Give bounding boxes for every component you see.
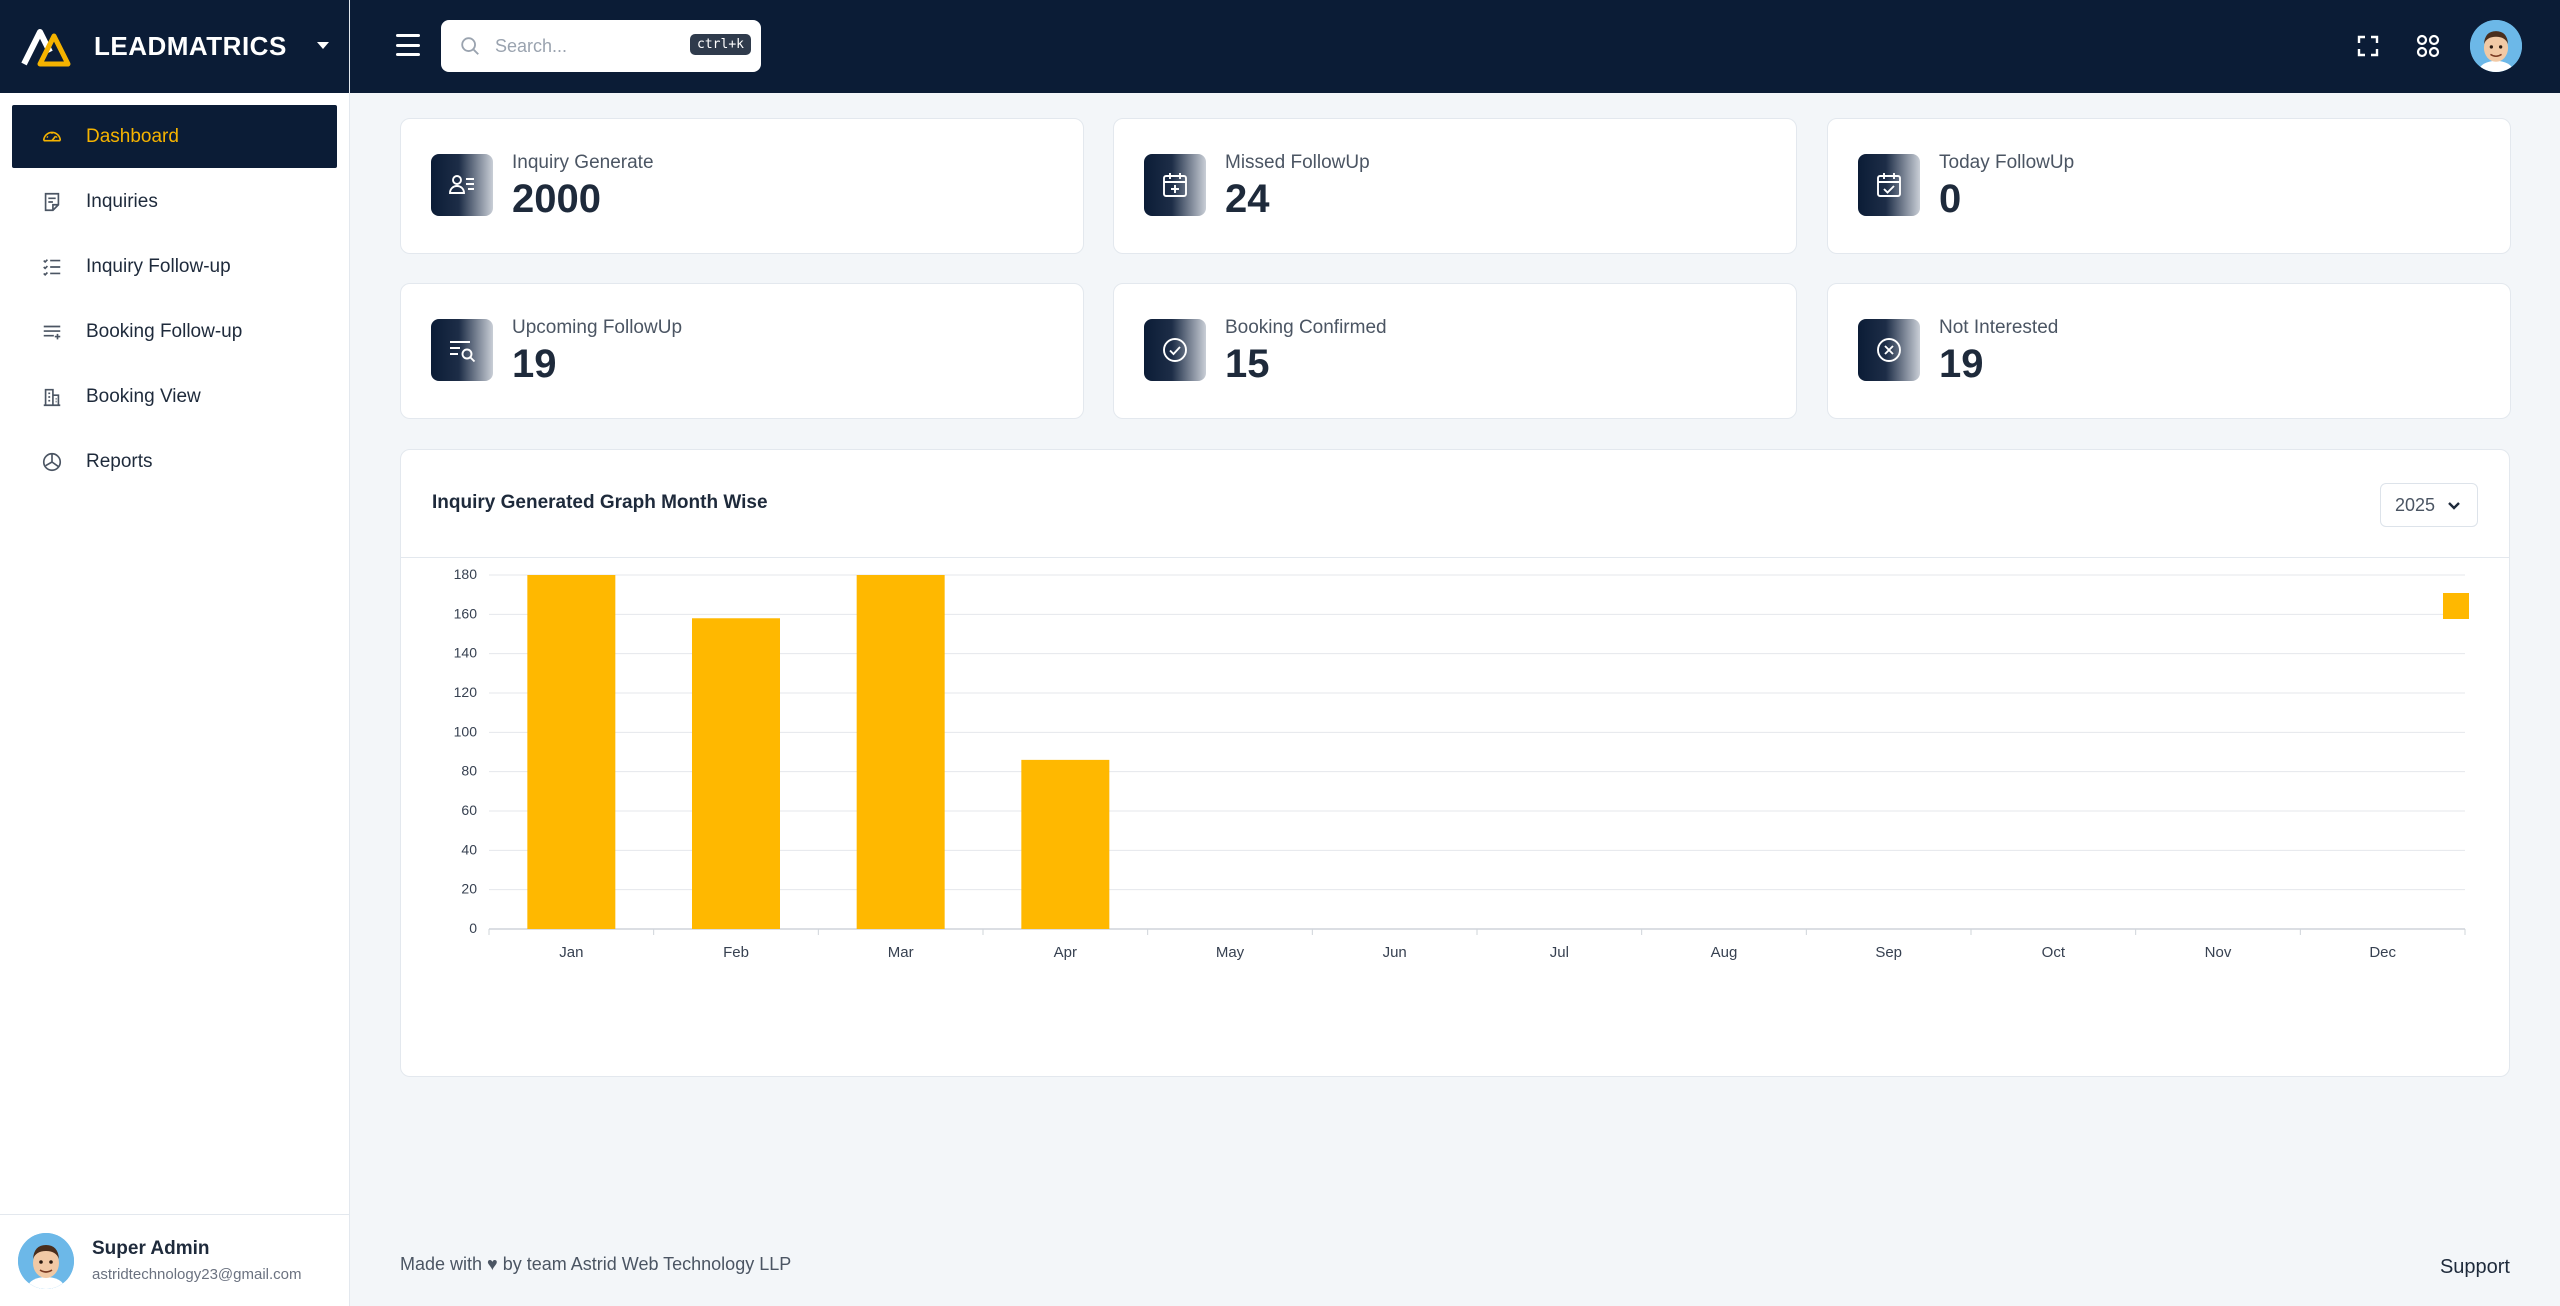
calendar-plus-icon (1144, 154, 1206, 216)
sidebar-item-label: Dashboard (86, 125, 179, 147)
user-profile[interactable]: Super Admin astridtechnology23@gmail.com (0, 1214, 350, 1306)
chart-header: Inquiry Generated Graph Month Wise 2025 (401, 450, 2509, 558)
note-icon (40, 190, 64, 214)
chevron-down-icon (2448, 502, 2460, 510)
top-header: ctrl+k (350, 0, 2560, 93)
leadmatrics-logo-icon[interactable] (20, 24, 72, 70)
stat-card-missed-followup[interactable]: Missed FollowUp 24 (1113, 118, 1797, 254)
check-circle-icon (1144, 319, 1206, 381)
sidebar-item-dashboard[interactable]: Dashboard (12, 105, 337, 168)
stat-label: Upcoming FollowUp (512, 317, 683, 338)
sidebar-item-reports[interactable]: Reports (12, 430, 337, 493)
stat-label: Not Interested (1939, 317, 2059, 338)
x-tick-label: Oct (2042, 944, 2066, 961)
y-tick-label: 100 (454, 723, 478, 739)
stat-label: Booking Confirmed (1225, 317, 1387, 338)
checklist-icon (40, 255, 64, 279)
list-add-icon (40, 320, 64, 344)
stat-value: 0 (1939, 177, 1962, 221)
stat-value: 19 (512, 342, 557, 386)
sidebar: LEADMATRICS Dashboard Inquiries Inquiry … (0, 0, 350, 1306)
search-shortcut-badge: ctrl+k (690, 34, 751, 55)
x-tick-label: Mar (888, 944, 914, 961)
stat-card-booking-confirmed[interactable]: Booking Confirmed 15 (1113, 283, 1797, 419)
chart-title: Inquiry Generated Graph Month Wise (432, 492, 768, 513)
stat-value: 15 (1225, 342, 1270, 386)
stat-label: Today FollowUp (1939, 152, 2075, 173)
user-list-icon (431, 154, 493, 216)
bar-apr (1021, 759, 1110, 929)
avatar (18, 1232, 74, 1289)
sidebar-item-label: Booking Follow-up (86, 320, 243, 342)
calendar-check-icon (1858, 154, 1920, 216)
sidebar-item-inquiry-follow-up[interactable]: Inquiry Follow-up (12, 235, 337, 298)
year-select-value: 2025 (2395, 494, 2436, 515)
y-tick-label: 120 (454, 684, 478, 700)
footer-credit: Made with ♥ by team Astrid Web Technolog… (400, 1254, 792, 1274)
fullscreen-icon[interactable] (2354, 32, 2382, 60)
x-tick-label: Sep (1875, 944, 1902, 961)
sidebar-item-label: Inquiry Follow-up (86, 255, 231, 277)
pie-chart-icon (40, 450, 64, 474)
y-tick-label: 80 (461, 763, 477, 779)
y-tick-label: 0 (469, 920, 477, 936)
header-avatar[interactable] (2470, 20, 2522, 72)
x-tick-label: Dec (2369, 944, 2396, 961)
sidebar-item-inquiries[interactable]: Inquiries (12, 170, 337, 233)
brand-dropdown-caret-icon[interactable] (317, 42, 329, 49)
x-tick-label: Nov (2205, 944, 2232, 961)
bar-mar (856, 575, 945, 929)
legend-swatch (2443, 593, 2469, 619)
apps-grid-icon[interactable] (2414, 32, 2442, 60)
x-tick-label: Apr (1054, 944, 1077, 961)
x-tick-label: Aug (1711, 944, 1738, 961)
stat-value: 24 (1225, 177, 1270, 221)
bar-feb (692, 618, 780, 929)
y-tick-label: 40 (461, 841, 477, 857)
y-tick-label: 160 (454, 605, 478, 621)
sidebar-item-label: Booking View (86, 385, 201, 407)
stat-value: 19 (1939, 342, 1984, 386)
inquiry-chart-card: Inquiry Generated Graph Month Wise 2025 … (400, 449, 2510, 1077)
brand-bar: LEADMATRICS (0, 0, 349, 93)
x-tick-label: May (1216, 944, 1245, 961)
sidebar-item-label: Inquiries (86, 190, 158, 212)
x-tick-label: Feb (723, 944, 749, 961)
bar-chart: 0 20 40 60 80 100 120 140 160 180 Jan Feb Mar Apr May J… (454, 566, 2469, 961)
y-tick-label: 180 (454, 566, 478, 582)
stat-label: Inquiry Generate (512, 152, 654, 173)
search-icon (461, 37, 479, 55)
year-select[interactable]: 2025 (2380, 483, 2478, 527)
x-tick-label: Jun (1383, 944, 1407, 961)
y-tick-label: 140 (454, 645, 478, 661)
stat-card-upcoming-followup[interactable]: Upcoming FollowUp 19 (400, 283, 1084, 419)
sidebar-item-booking-follow-up[interactable]: Booking Follow-up (12, 300, 337, 363)
y-tick-label: 20 (461, 881, 477, 897)
user-name: Super Admin (92, 1238, 210, 1259)
building-icon (40, 385, 64, 409)
stat-card-inquiry-generate[interactable]: Inquiry Generate 2000 (400, 118, 1084, 254)
stat-card-not-interested[interactable]: Not Interested 19 (1827, 283, 2511, 419)
stat-card-today-followup[interactable]: Today FollowUp 0 (1827, 118, 2511, 254)
sidebar-nav: Dashboard Inquiries Inquiry Follow-up Bo… (0, 93, 349, 507)
user-email: astridtechnology23@gmail.com (92, 1266, 302, 1283)
support-link[interactable]: Support (2439, 1256, 2510, 1278)
search-input[interactable] (495, 35, 685, 57)
bar-jan (527, 575, 616, 929)
stat-label: Missed FollowUp (1225, 152, 1370, 173)
brand-name: LEADMATRICS (94, 31, 287, 61)
x-circle-icon (1858, 319, 1920, 381)
sidebar-item-label: Reports (86, 450, 153, 472)
x-tick-label: Jan (559, 944, 583, 961)
gauge-icon (40, 125, 64, 149)
menu-toggle-icon[interactable] (396, 34, 420, 56)
y-tick-label: 60 (461, 802, 477, 818)
list-search-icon (431, 319, 493, 381)
x-tick-label: Jul (1550, 944, 1569, 961)
sidebar-item-booking-view[interactable]: Booking View (12, 365, 337, 428)
search-box[interactable]: ctrl+k (441, 20, 761, 72)
stat-value: 2000 (512, 177, 601, 221)
